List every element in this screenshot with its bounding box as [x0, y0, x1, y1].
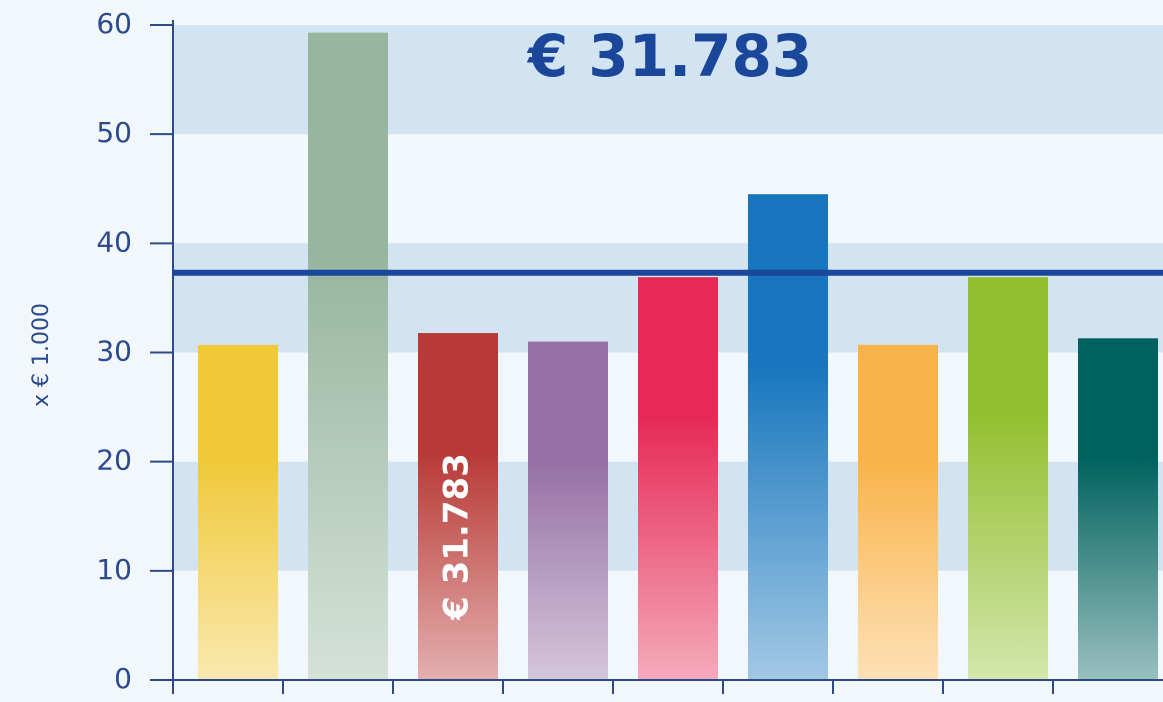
bar — [528, 341, 608, 680]
y-tick-label: 10 — [96, 553, 132, 586]
bar — [1078, 338, 1158, 680]
y-tick-label: 50 — [96, 116, 132, 149]
y-tick-label: 60 — [96, 7, 132, 40]
data-label: € 31.783 — [437, 453, 477, 621]
y-axis-label: x € 1.000 — [29, 303, 54, 407]
bar — [638, 277, 718, 680]
bar — [968, 277, 1048, 680]
bar — [858, 344, 938, 680]
y-tick-label: 30 — [96, 335, 132, 368]
y-tick-label: 40 — [96, 225, 132, 258]
bar — [198, 344, 278, 680]
y-tick-label: 20 — [96, 444, 132, 477]
bar — [308, 32, 388, 681]
y-tick-label: 0 — [114, 662, 132, 695]
bar — [418, 333, 498, 680]
chart-title: € 31.783 — [526, 22, 812, 90]
bar — [748, 194, 828, 681]
